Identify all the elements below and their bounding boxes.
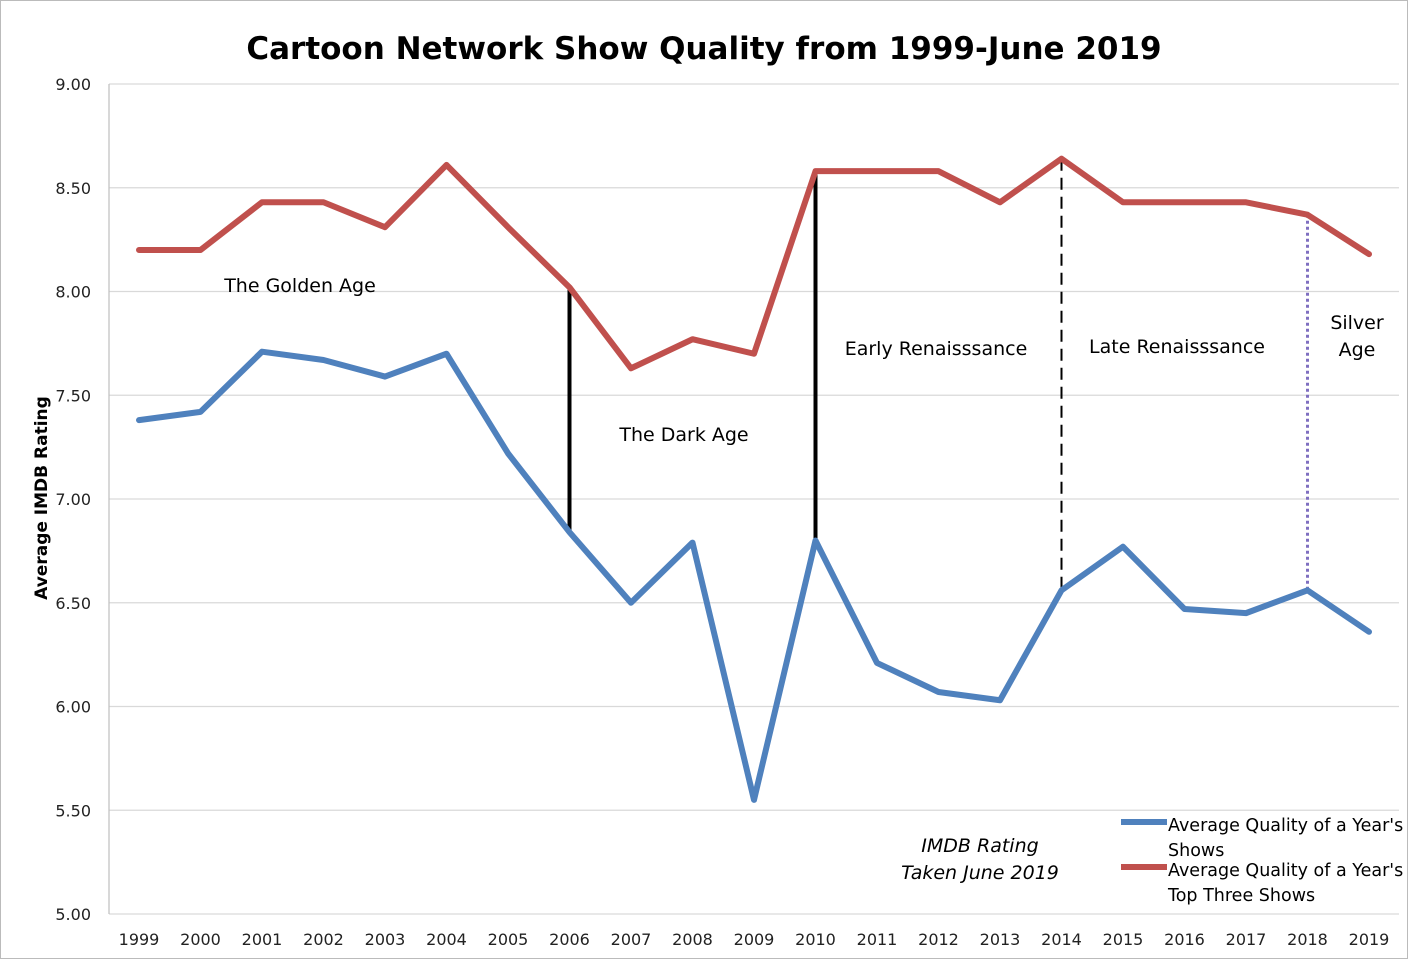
y-tick-label: 5.00	[55, 905, 91, 924]
annotation-silver-age-1: Silver	[1330, 312, 1384, 334]
chart-title: Cartoon Network Show Quality from 1999-J…	[246, 31, 1161, 67]
x-tick-label: 2012	[918, 930, 959, 949]
x-tick-label: 2003	[365, 930, 406, 949]
y-tick-label: 7.00	[55, 490, 91, 509]
x-tick-label: 2018	[1287, 930, 1328, 949]
y-tick-label: 9.00	[55, 75, 91, 94]
legend-label-all-shows-2: Shows	[1168, 841, 1224, 861]
annotation-early-renaissance: Early Renaisssance	[845, 338, 1028, 360]
x-tick-label: 1999	[119, 930, 160, 949]
x-tick-label: 2011	[857, 930, 898, 949]
x-tick-label: 2015	[1103, 930, 1144, 949]
x-tick-label: 2006	[549, 930, 590, 949]
x-tick-label: 2002	[303, 930, 344, 949]
x-tick-label: 2016	[1164, 930, 1205, 949]
x-tick-label: 2019	[1349, 930, 1390, 949]
y-tick-label: 5.50	[55, 801, 91, 820]
legend-label-top-three-2: Top Three Shows	[1167, 886, 1315, 906]
x-tick-label: 2009	[734, 930, 775, 949]
x-tick-label: 2005	[488, 930, 529, 949]
x-tick-label: 2017	[1226, 930, 1267, 949]
legend: Average Quality of a Year's Shows Averag…	[1121, 816, 1403, 906]
x-tick-label: 2004	[426, 930, 467, 949]
y-axis-label: Average IMDB Rating	[32, 396, 52, 600]
legend-label-all-shows-1: Average Quality of a Year's	[1168, 816, 1403, 836]
annotation-silver-age-2: Age	[1339, 339, 1376, 361]
y-tick-label: 8.00	[55, 283, 91, 302]
y-tick-label: 8.50	[55, 179, 91, 198]
annotation-golden-age: The Golden Age	[223, 275, 376, 297]
annotation-late-renaissance: Late Renaisssance	[1089, 336, 1265, 358]
legend-label-top-three-1: Average Quality of a Year's	[1168, 861, 1403, 881]
x-tick-label: 2000	[180, 930, 221, 949]
x-tick-label: 2014	[1041, 930, 1082, 949]
y-tick-label: 6.00	[55, 698, 91, 717]
y-tick-label: 6.50	[55, 594, 91, 613]
x-tick-label: 2013	[980, 930, 1021, 949]
note-taken-date: Taken June 2019	[901, 862, 1059, 884]
x-tick-label: 2008	[672, 930, 713, 949]
y-tick-label: 7.50	[55, 386, 91, 405]
x-tick-label: 2007	[611, 930, 652, 949]
note-imdb-rating: IMDB Rating	[921, 835, 1038, 857]
annotation-dark-age: The Dark Age	[618, 424, 748, 446]
series-line-all-shows	[139, 352, 1369, 800]
x-tick-label: 2010	[795, 930, 836, 949]
x-tick-label: 2001	[242, 930, 283, 949]
